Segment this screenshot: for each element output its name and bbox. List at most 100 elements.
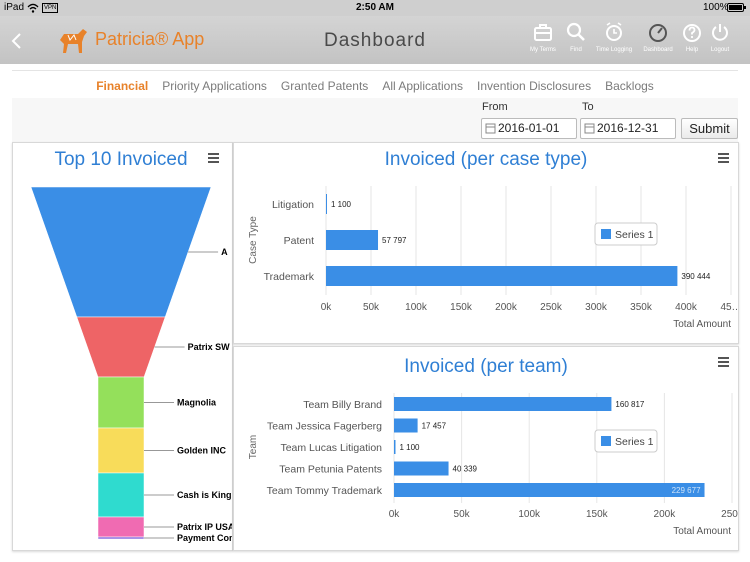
x-tick-label: 200k — [654, 509, 677, 520]
legend-swatch — [601, 436, 611, 446]
action-label: My Terms — [530, 47, 556, 53]
action-label: Find — [570, 47, 582, 53]
bar — [394, 440, 396, 454]
from-date-input[interactable]: 2016-01-01 — [481, 118, 577, 139]
x-tick-label: 350k — [630, 302, 653, 313]
help-button[interactable]: Help — [680, 22, 704, 62]
x-axis-title: Total Amount — [673, 526, 731, 537]
menu-icon-bar — [718, 361, 729, 363]
funnel-chart: Top 10 Invoiced A Patrix SW Magnolia Golden … — [30, 149, 232, 543]
x-tick-label: 0k — [389, 509, 401, 520]
bar — [326, 266, 678, 286]
value-label: 1 100 — [399, 443, 420, 452]
menu-icon-bar — [208, 157, 219, 159]
x-axis-title: Total Amount — [673, 319, 731, 330]
my-terms-button[interactable]: My Terms — [527, 22, 559, 62]
tab[interactable]: Financial — [96, 71, 149, 100]
value-label: 17 457 — [422, 422, 447, 431]
briefcase-icon — [534, 24, 552, 41]
funnel-segment — [30, 186, 212, 318]
battery-icon — [727, 3, 746, 12]
case-type-panel: Invoiced (per case type) 0k 50k 100k 150k 200… — [233, 142, 739, 344]
x-tick-label: 150k — [450, 302, 473, 313]
bar — [394, 397, 612, 411]
menu-icon-bar — [208, 153, 219, 155]
y-tick-label: Team Billy Brand — [303, 399, 382, 411]
to-date: 2016-12-31 — [597, 121, 659, 135]
funnel-segment — [97, 536, 145, 540]
tab[interactable]: Priority Applications — [162, 79, 267, 93]
page-title: Dashboard — [324, 30, 426, 51]
menu-icon-bar — [718, 157, 729, 159]
team-panel: Invoiced (per team) 0k 50k 100k 150k 200k 250k… — [233, 346, 739, 551]
submit-button[interactable]: Submit — [681, 118, 738, 139]
bar — [394, 483, 705, 497]
funnel-label: Patrix SW — [188, 342, 231, 352]
gauge-icon — [649, 24, 667, 42]
date-filter: From 2016-01-01 To 2016-12-31 Submit — [12, 98, 738, 142]
y-axis-title: Team — [248, 435, 259, 459]
legend-box — [594, 222, 658, 246]
bar — [326, 194, 327, 214]
to-date-input[interactable]: 2016-12-31 — [580, 118, 676, 139]
tab-bar: Financial Priority Applications Granted Pa… — [12, 70, 738, 100]
team-chart: Invoiced (per team) 0k 50k 100k 150k 200k 250k… — [248, 356, 738, 537]
wifi-icon — [27, 3, 39, 13]
action-label: Help — [685, 47, 699, 53]
funnel-label: Golden INC — [177, 446, 226, 456]
x-tick-label: 400k — [675, 302, 698, 313]
funnel-segment — [97, 472, 145, 518]
calendar-icon — [485, 123, 496, 134]
vpn-badge: VPN — [42, 3, 59, 13]
calendar-icon — [584, 123, 595, 134]
action-label: Dashboard — [643, 47, 673, 53]
x-tick-label: 100k — [518, 509, 541, 520]
funnel-panel: Top 10 Invoiced A Patrix SW Magnolia Golden … — [12, 142, 233, 551]
tab[interactable]: Backlogs — [605, 79, 654, 93]
bar — [394, 461, 449, 476]
x-tick-label: 200k — [495, 302, 518, 313]
clock-icon — [606, 22, 622, 41]
dashboard-button[interactable]: Dashboard — [640, 22, 676, 62]
tab[interactable]: Invention Disclosures — [477, 79, 592, 93]
find-button[interactable]: Find — [564, 22, 588, 62]
funnel-segment — [97, 376, 145, 429]
battery-percent: 100% — [703, 2, 729, 13]
funnel-segment — [76, 316, 166, 378]
chart-title: Top 10 Invoiced — [54, 149, 187, 170]
logout-button[interactable]: Logout — [706, 22, 734, 62]
funnel-label: A — [221, 247, 228, 257]
help-icon — [683, 24, 701, 42]
menu-icon-bar — [718, 161, 729, 163]
value-label: 1 100 — [331, 200, 352, 209]
status-bar: iPad VPN 2:50 AM 100% — [0, 0, 750, 16]
power-icon — [712, 24, 728, 41]
funnel-segment — [97, 427, 145, 474]
app-name: Patricia® App — [95, 29, 205, 49]
value-label: 390 444 — [681, 272, 710, 281]
legend-box — [594, 429, 658, 453]
from-label: From — [482, 101, 508, 113]
y-tick-label: Patent — [284, 235, 314, 247]
funnel-label: Magnolia — [177, 398, 217, 408]
y-tick-label: Team Tommy Trademark — [267, 485, 383, 497]
tab[interactable]: Granted Patents — [280, 79, 369, 93]
x-tick-label: 300k — [585, 302, 608, 313]
menu-icon-bar — [718, 357, 729, 359]
funnel-label: Patrix IP USA, — [177, 522, 232, 532]
action-label: Time Logging — [595, 47, 633, 53]
chart-title: Invoiced (per team) — [404, 356, 568, 377]
x-tick-label: 45… — [720, 302, 738, 313]
value-label: 160 817 — [615, 400, 644, 409]
back-button[interactable] — [10, 32, 24, 50]
from-date: 2016-01-01 — [498, 121, 560, 135]
y-tick-label: Team Lucas Litigation — [280, 442, 382, 454]
x-tick-label: 50k — [454, 509, 471, 520]
tab[interactable]: All Applications — [382, 79, 464, 93]
action-label: Logout — [710, 47, 730, 53]
legend-label: Series 1 — [615, 229, 654, 241]
x-tick-label: 250k — [540, 302, 563, 313]
bar — [326, 230, 379, 250]
time-logging-button[interactable]: Time Logging — [592, 22, 636, 62]
